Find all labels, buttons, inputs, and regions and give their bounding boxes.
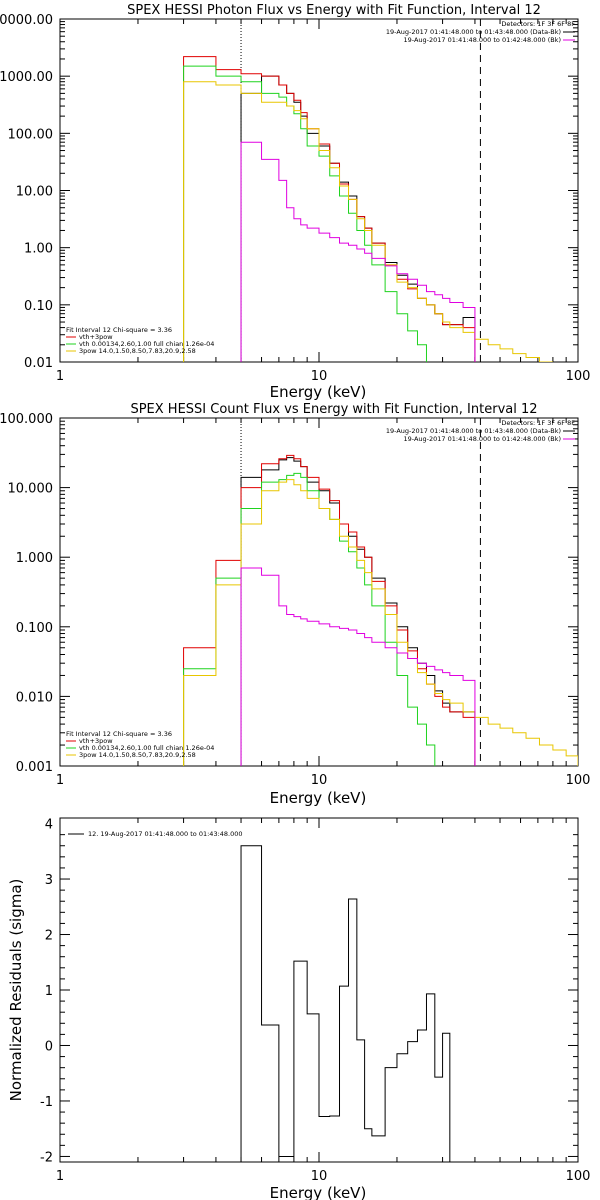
photon-flux-plot: 1 10 100 0.01 0.10 1.00 10.00 100.00 1000.00 1000… [0,13,590,384]
y-tick-label: 0.100 [16,621,53,636]
y-tick-label: 1000.00 [0,70,53,85]
y-tick-label: 100.000 [0,412,53,427]
y-tick-label: -2 [40,1150,53,1165]
y-tick-label: 2 [45,929,53,944]
x-tick-label: 100 [566,369,591,384]
y-tick-label: -1 [40,1095,53,1110]
x-tick-label: 100 [566,1169,591,1184]
photon-flux-xlabel: Energy (keV) [270,383,367,401]
series-residuals [240,845,451,1162]
series-bk [240,141,476,362]
y-tick-label: 10.000 [8,482,54,497]
count-flux-panel: SPEX HESSI Count Flux vs Energy with Fit… [0,402,590,807]
series-bk [240,567,476,766]
fit-legend-label: Fit Interval 12 Chi-square = 3.36 [66,326,172,334]
x-tick-label: 10 [311,1169,328,1184]
x-tick-label: 1 [56,369,64,384]
residuals-ylabel: Normalized Residuals (sigma) [7,879,25,1102]
legend-detectors: Detectors: 1F 3F 6F 8F [501,419,575,427]
fit-legend-label: vth 0.00134,2.60,1.00 full chian 1.26e-0… [79,744,214,752]
y-tick-label: 0.001 [16,760,53,775]
y-tick-label: 0.010 [16,690,53,705]
y-tick-label: 4 [45,818,53,833]
x-tick-label: 10 [311,369,328,384]
photon-flux-title: SPEX HESSI Photon Flux vs Energy with Fi… [127,3,541,18]
x-tick-label: 10 [311,773,328,788]
x-tick-label: 100 [566,773,591,788]
legend-entry-label: 19-Aug-2017 01:41:48.000 to 01:42:48.000… [404,435,561,443]
y-tick-label: 100.00 [8,127,54,142]
fit-legend-label: vth 0.00134,2.60,1.00 full chian 1.26e-0… [79,340,214,348]
series-group [183,454,578,766]
residuals-plot: 1 10 100 -2 -1 0 1 2 3 4 12. 19-Aug-2017 01:41:48.… [40,817,591,1184]
series-group [183,56,553,362]
legend-entry-label: 19-Aug-2017 01:41:48.000 to 01:43:48.000… [386,427,561,435]
x-tick-label: 1 [56,773,64,788]
series-group [240,845,451,1162]
series-3pow [183,479,578,766]
fit-legend-label: 3pow 14.0,1.50,8.50,7.83,20.9,2.58 [79,751,196,759]
count-flux-plot: 1 10 100 0.001 0.010 0.100 1.000 10.000 100.000 D… [0,412,590,788]
fit-legend-label: vth+3pow [79,737,113,745]
y-tick-label: 0.10 [24,299,53,314]
legend-detectors: Detectors: 1F 3F 6F 8F [501,20,575,28]
fit-legend-label: vth+3pow [79,333,113,341]
count-flux-xlabel: Energy (keV) [270,789,367,807]
y-tick-label: 1 [45,984,53,999]
y-tick-label: 10.00 [16,185,53,200]
legend-entry-label: 19-Aug-2017 01:41:48.000 to 01:43:48.000… [386,28,561,36]
photon-flux-panel: SPEX HESSI Photon Flux vs Energy with Fi… [0,3,590,401]
y-tick-label: 3 [45,873,53,888]
series-3pow [183,81,553,362]
x-tick-label: 1 [56,1169,64,1184]
count-flux-title: SPEX HESSI Count Flux vs Energy with Fit… [130,402,537,417]
residuals-panel: 1 10 100 -2 -1 0 1 2 3 4 12. 19-Aug-2017 01:41:48.… [7,817,591,1200]
residuals-xlabel: Energy (keV) [270,1184,367,1200]
y-tick-label: 10000.00 [0,13,53,28]
y-tick-label: 0 [45,1039,53,1054]
residual-legend-label: 12. 19-Aug-2017 01:41:48.000 to 01:43:48… [88,830,243,838]
y-tick-label: 1.00 [24,242,53,257]
fit-legend-label: Fit Interval 12 Chi-square = 3.36 [66,730,172,738]
fit-legend-label: 3pow 14.0,1.50,8.50,7.83,20.9,2.58 [79,347,196,355]
y-tick-label: 0.01 [24,356,53,371]
y-tick-label: 1.000 [16,551,53,566]
legend-entry-label: 19-Aug-2017 01:41:48.000 to 01:42:48.000… [404,36,561,44]
